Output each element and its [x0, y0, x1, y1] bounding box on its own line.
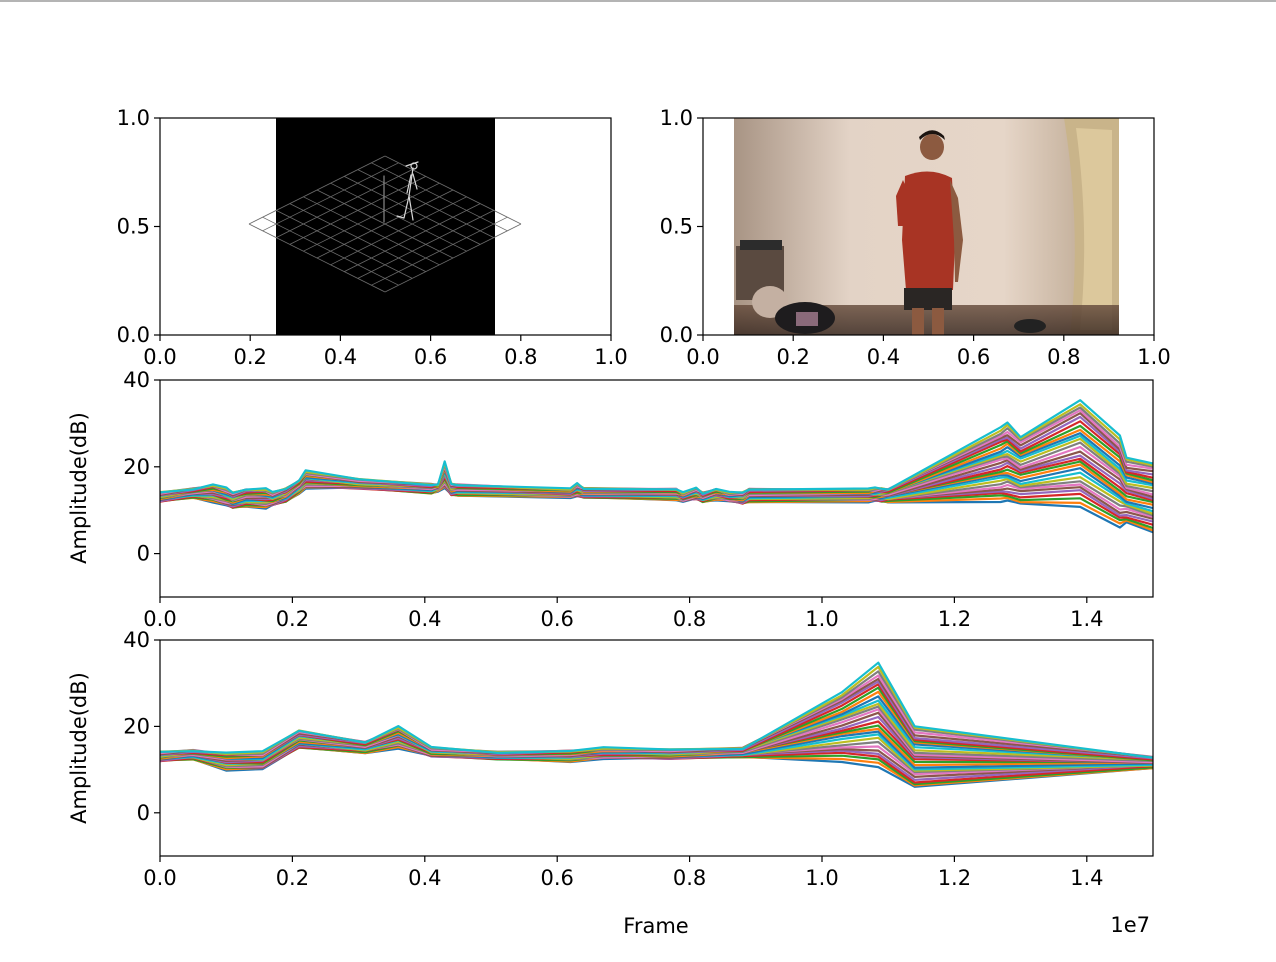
window-top-border [0, 0, 1276, 2]
skeleton-xtick-label: 0.2 [233, 345, 266, 369]
clutter-shapes [736, 240, 1046, 334]
skeleton-xtick-label: 0.8 [504, 345, 537, 369]
amplitude-1-xtick-label: 0.8 [673, 607, 706, 631]
amplitude-1-xtick-label: 1.0 [805, 607, 838, 631]
camera-ytick-label: 0.0 [660, 323, 693, 347]
amplitude-chart-2: 0.0 0.2 0.4 0.6 0.8 1.0 1.2 1.4 0 20 40 Amplitude(… [67, 628, 1154, 938]
amplitude-1-series-line [160, 399, 1153, 495]
skeleton-axes-ticks: 0.0 0.2 0.4 0.6 0.8 1.0 0.0 0.5 1.0 [117, 106, 628, 369]
amplitude-1-xtick-label: 0.0 [143, 607, 176, 631]
amplitude-2-ytick-label: 20 [123, 714, 150, 738]
frame-xlabel: Frame [623, 914, 688, 938]
amplitude-2-axes-frame [159, 639, 1154, 857]
skeleton-image [276, 118, 495, 335]
camera-xtick-label: 0.8 [1047, 345, 1080, 369]
amplitude-2-xtick-label: 1.0 [805, 866, 838, 890]
amplitude-2-xtick-label: 0.6 [540, 866, 573, 890]
camera-ytick-label: 1.0 [660, 106, 693, 130]
amplitude-2-xtick-label: 1.2 [938, 866, 971, 890]
camera-xtick-label: 1.0 [1137, 345, 1170, 369]
amplitude-2-ytick-label: 0 [137, 801, 150, 825]
skeleton-xtick-label: 0.0 [143, 345, 176, 369]
camera-xtick-label: 0.0 [686, 345, 719, 369]
amplitude-1-xtick-label: 1.2 [938, 607, 971, 631]
skeleton-xtick-label: 1.0 [594, 345, 627, 369]
amplitude-1-ytick-label: 20 [123, 455, 150, 479]
skeleton-ytick-label: 0.5 [117, 215, 150, 239]
amplitude-2-ytick-label: 40 [123, 628, 150, 652]
amplitude-1-xtick-label: 0.6 [540, 607, 573, 631]
amplitude-1-series [160, 399, 1153, 534]
skeleton-ytick-label: 1.0 [117, 106, 150, 130]
amplitude-1-ytick-label: 40 [123, 368, 150, 392]
skeleton-xtick-label: 0.4 [324, 345, 357, 369]
amplitude-2-xtick-label: 0.0 [143, 866, 176, 890]
camera-xtick-label: 0.6 [957, 345, 990, 369]
amplitude-2-series [160, 661, 1153, 788]
amplitude-1-xtick-label: 0.2 [276, 607, 309, 631]
amplitude-1-xtick-label: 0.4 [408, 607, 441, 631]
amplitude-2-xtick-label: 0.4 [408, 866, 441, 890]
skeleton-xtick-label: 0.6 [414, 345, 447, 369]
amplitude-chart-1: 0.0 0.2 0.4 0.6 0.8 1.0 1.2 1.4 0 20 40 Amplitude(… [67, 368, 1154, 631]
amplitude-2-xtick-label: 0.2 [276, 866, 309, 890]
person-shape [896, 130, 963, 335]
camera-xtick-label: 0.2 [776, 345, 809, 369]
amplitude-2-ylabel: Amplitude(dB) [67, 672, 91, 824]
camera-panel: 0.0 0.2 0.4 0.6 0.8 1.0 0.0 0.5 1.0 [660, 106, 1171, 369]
amplitude-1-ticks: 0.0 0.2 0.4 0.6 0.8 1.0 1.2 1.4 0 20 40 [123, 368, 1103, 631]
skeleton-figure [383, 161, 419, 223]
amplitude-2-xtick-label: 0.8 [673, 866, 706, 890]
skeleton-panel: 0.0 0.2 0.4 0.6 0.8 1.0 0.0 0.5 1.0 [117, 106, 628, 369]
amplitude-1-axes-frame [159, 379, 1154, 598]
amplitude-2-series-line [160, 661, 1153, 759]
amplitude-1-ylabel: Amplitude(dB) [67, 412, 91, 564]
amplitude-1-ytick-label: 0 [137, 542, 150, 566]
camera-ytick-label: 0.5 [660, 215, 693, 239]
offset-label: 1e7 [1110, 913, 1150, 937]
amplitude-1-xtick-label: 1.4 [1070, 607, 1103, 631]
amplitude-2-xtick-label: 1.4 [1070, 866, 1103, 890]
floor-grid [248, 155, 522, 293]
camera-axes-ticks: 0.0 0.2 0.4 0.6 0.8 1.0 0.0 0.5 1.0 [660, 106, 1171, 369]
camera-xtick-label: 0.4 [867, 345, 900, 369]
skeleton-ytick-label: 0.0 [117, 323, 150, 347]
door-panel-shape [1076, 128, 1112, 330]
amplitude-2-ticks: 0.0 0.2 0.4 0.6 0.8 1.0 1.2 1.4 0 20 40 [123, 628, 1103, 890]
